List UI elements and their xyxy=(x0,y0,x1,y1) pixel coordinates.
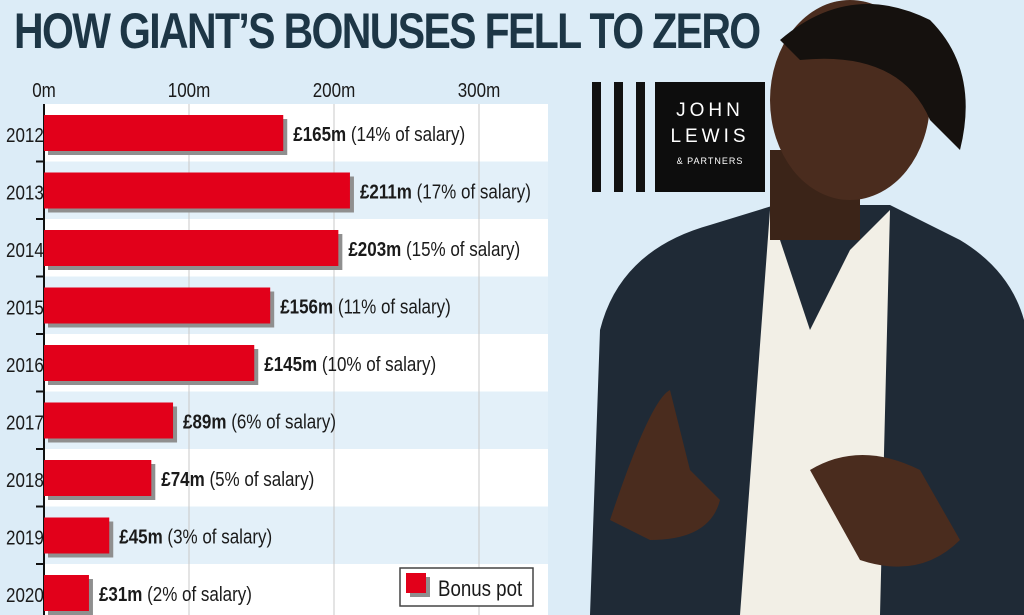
data-label: £145m (10% of salary) xyxy=(264,353,436,376)
bar xyxy=(44,172,350,209)
bar xyxy=(44,460,152,496)
chart-title: HOW GIANT’S BONUSES FELL TO ZERO xyxy=(14,3,761,59)
y-tick-label: 2018 xyxy=(6,469,44,492)
data-label: £203m (15% of salary) xyxy=(348,238,520,261)
y-tick-label: 2017 xyxy=(6,411,44,434)
data-label-note: (10% of salary) xyxy=(317,353,436,376)
y-tick-label: 2020 xyxy=(6,584,44,607)
data-label-amount: £145m xyxy=(264,353,317,376)
data-label-note: (14% of salary) xyxy=(346,123,465,146)
logo-line1: JOHN xyxy=(676,100,744,121)
data-label: £156m (11% of salary) xyxy=(280,295,451,318)
data-label-amount: £165m xyxy=(293,123,346,146)
y-tick-label: 2014 xyxy=(6,239,44,262)
legend-swatch xyxy=(406,573,426,593)
bar xyxy=(44,575,89,611)
data-label-amount: £45m xyxy=(119,525,162,548)
data-label: £89m (6% of salary) xyxy=(183,410,336,433)
data-label-note: (3% of salary) xyxy=(163,525,273,548)
y-tick-label: 2012 xyxy=(6,124,44,147)
person-photo xyxy=(590,0,1024,615)
x-tick-label: 100m xyxy=(168,79,211,102)
bar xyxy=(44,115,284,151)
logo-line2: LEWIS xyxy=(670,126,750,147)
bar xyxy=(44,517,110,554)
data-label-note: (2% of salary) xyxy=(142,583,252,606)
data-label: £165m (14% of salary) xyxy=(293,123,465,146)
data-label: £211m (17% of salary) xyxy=(360,180,531,203)
data-label: £74m (5% of salary) xyxy=(161,468,314,491)
data-label-amount: £74m xyxy=(161,468,204,491)
data-label-note: (11% of salary) xyxy=(333,295,451,318)
y-tick-label: 2013 xyxy=(6,181,44,204)
y-tick-label: 2015 xyxy=(6,296,44,319)
data-label-amount: £156m xyxy=(280,295,333,318)
data-label: £45m (3% of salary) xyxy=(119,525,272,548)
bar xyxy=(44,230,339,266)
legend-label: Bonus pot xyxy=(438,578,522,602)
logo-line3: & PARTNERS xyxy=(676,156,744,166)
x-tick-label: 0m xyxy=(32,79,56,102)
x-tick-label: 200m xyxy=(313,79,356,102)
bar xyxy=(44,287,271,324)
data-label-note: (15% of salary) xyxy=(401,238,520,261)
y-tick-label: 2016 xyxy=(6,354,44,377)
data-label: £31m (2% of salary) xyxy=(99,583,252,606)
data-label-amount: £89m xyxy=(183,410,226,433)
data-label-amount: £203m xyxy=(348,238,401,261)
bar-chart: 0m 100m 200m 300m 2012 £165m (14% of salary) 2… xyxy=(6,79,548,615)
data-label-note: (5% of salary) xyxy=(205,468,315,491)
data-label-note: (17% of salary) xyxy=(412,180,531,203)
bar xyxy=(44,345,255,381)
y-tick-label: 2019 xyxy=(6,526,44,549)
x-tick-label: 300m xyxy=(458,79,501,102)
bar xyxy=(44,402,174,439)
data-label-amount: £31m xyxy=(99,583,142,606)
data-label-note: (6% of salary) xyxy=(226,410,336,433)
row-band xyxy=(44,506,548,564)
data-label-amount: £211m xyxy=(360,180,412,203)
